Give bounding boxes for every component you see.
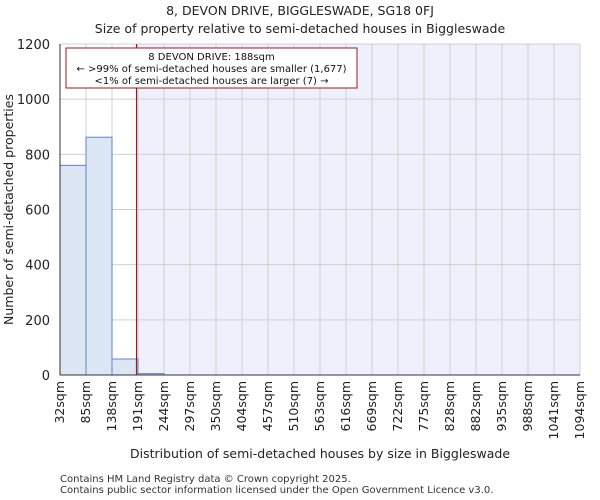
x-tick-label: 1041sqm <box>546 381 561 439</box>
footer-licence: Contains public sector information licen… <box>60 485 494 496</box>
x-tick-label: 244sqm <box>156 381 171 431</box>
x-tick-label: 85sqm <box>78 381 93 424</box>
x-tick-label: 882sqm <box>468 381 483 431</box>
histogram-bar <box>85 136 113 376</box>
y-tick-label: 1000 <box>17 93 50 108</box>
x-tick-label: 935sqm <box>494 381 509 431</box>
x-tick-label: 457sqm <box>260 381 275 431</box>
histogram-bar <box>111 358 139 376</box>
x-tick-label: 1094sqm <box>572 381 587 439</box>
annotation-box <box>65 47 358 89</box>
x-tick-label: 722sqm <box>390 381 405 431</box>
y-tick-label: 600 <box>25 204 50 219</box>
x-tick-label: 404sqm <box>234 381 249 431</box>
x-axis-label: Distribution of semi-detached houses by … <box>130 446 510 461</box>
x-tick-label: 138sqm <box>104 381 119 431</box>
y-axis-label: Number of semi-detached properties <box>1 94 16 325</box>
y-tick-label: 200 <box>25 314 50 329</box>
footer-copyright: Contains HM Land Registry data © Crown c… <box>60 474 351 485</box>
x-tick-label: 510sqm <box>286 381 301 431</box>
x-tick-label: 669sqm <box>364 381 379 431</box>
x-tick-label: 563sqm <box>312 381 327 431</box>
x-tick-label: 988sqm <box>520 381 535 431</box>
x-tick-label: 32sqm <box>52 381 67 424</box>
histogram-bar <box>59 164 87 376</box>
annotation-line-1: 8 DEVON DRIVE: 188sqm <box>148 52 274 63</box>
annotation-line-3: <1% of semi-detached houses are larger (… <box>94 76 328 87</box>
histogram-chart: 0 200 400 600 800 1000 1200 32sqm 85sqm 138sqm 191… <box>1 38 587 461</box>
y-tick-label: 800 <box>25 148 50 163</box>
y-tick-label: 1200 <box>17 38 50 53</box>
y-tick-label: 400 <box>25 259 50 274</box>
x-tick-label: 350sqm <box>208 381 223 431</box>
annotation-line-2: ← >99% of semi-detached houses are small… <box>76 64 346 75</box>
x-tick-label: 828sqm <box>442 381 457 431</box>
y-tick-label: 0 <box>42 369 50 384</box>
x-tick-label: 191sqm <box>130 381 145 431</box>
chart-subtitle: Size of property relative to semi-detach… <box>94 21 506 36</box>
chart-title: 8, DEVON DRIVE, BIGGLESWADE, SG18 0FJ <box>166 3 434 18</box>
x-tick-label: 616sqm <box>338 381 353 431</box>
x-tick-label: 297sqm <box>182 381 197 431</box>
x-tick-label: 775sqm <box>416 381 431 431</box>
